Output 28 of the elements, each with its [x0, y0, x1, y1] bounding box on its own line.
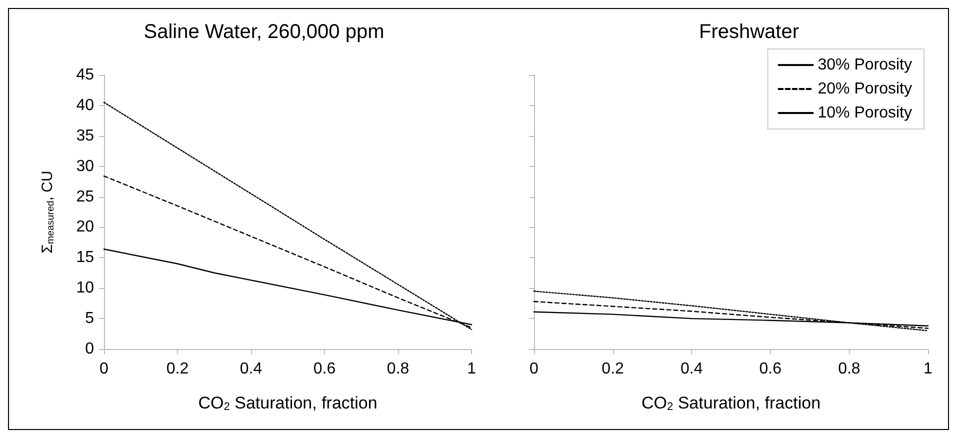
y-tick-label: 5 — [85, 310, 94, 328]
y-axis-title: Σmeasured, CU — [38, 170, 56, 254]
x-tick-label: 0.8 — [838, 360, 860, 378]
x-tick-label: 0.6 — [759, 360, 782, 378]
x-tick-label: 0.8 — [386, 360, 410, 378]
x-tick-label: 0 — [100, 360, 109, 378]
y-tick-label: 35 — [76, 127, 94, 144]
x-tick-label: 0.6 — [313, 360, 336, 378]
y-tick-label: 15 — [76, 249, 94, 266]
y-tick-label: 30 — [76, 158, 94, 175]
x-tick-label: 0.4 — [240, 360, 262, 378]
x-tick-label: 0 — [530, 360, 539, 378]
x-tick-label: 0.2 — [602, 360, 624, 378]
y-tick-label: 10 — [76, 280, 94, 297]
y-tick-label: 45 — [76, 66, 94, 84]
chart-title: Freshwater — [698, 21, 800, 43]
y-tick-label: 40 — [76, 96, 94, 114]
legend-label: 20% Porosity — [818, 80, 912, 98]
x-tick-label: 1 — [467, 360, 476, 378]
x-tick-label: 0.4 — [680, 360, 703, 378]
legend-label: 10% Porosity — [818, 104, 912, 122]
y-tick-label: 25 — [76, 188, 94, 206]
x-tick-label: 0.2 — [166, 360, 189, 378]
legend-label: 30% Porosity — [818, 56, 912, 74]
y-tick-label: 0 — [85, 340, 94, 358]
x-tick-label: 1 — [924, 360, 933, 378]
chart-title: Saline Water, 260,000 ppm — [144, 21, 384, 43]
y-tick-label: 20 — [76, 218, 94, 236]
